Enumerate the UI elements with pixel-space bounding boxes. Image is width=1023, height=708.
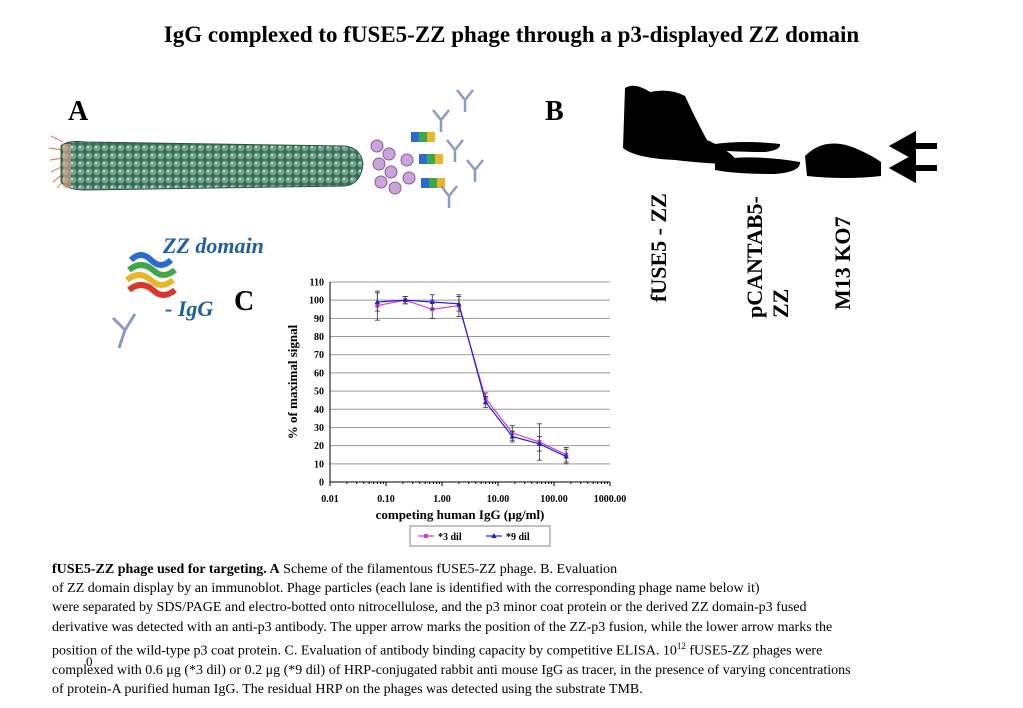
blot-lane-pcantab5-lower — [715, 157, 801, 174]
arrow-lower-icon — [888, 152, 937, 184]
x-axis-label: competing human IgG (μg/ml) — [376, 507, 545, 522]
igg-label: - IgG — [165, 296, 214, 321]
data-point — [402, 297, 408, 303]
x-tick-label: 100.00 — [540, 494, 568, 505]
y-tick-label: 30 — [314, 423, 324, 434]
data-point — [456, 300, 462, 306]
blot-lane-fuse5-zz — [623, 85, 735, 164]
elisa-chart: 0 10 20 30 40 50 60 70 80 90 100 110 0.01 0.10 1.00 10.… — [285, 278, 627, 547]
panel-label-a: A — [68, 96, 89, 127]
caption-line-1: fUSE5-ZZ phage used for targeting. A Sch… — [52, 562, 618, 577]
y-tick-label: 90 — [314, 314, 324, 325]
legend-marker — [424, 534, 428, 538]
x-tick-label: 1.00 — [433, 494, 451, 505]
x-tick-label: 10.00 — [487, 494, 510, 505]
y-tick-label: 10 — [314, 459, 324, 470]
zz-domain-structure-icon — [125, 252, 177, 298]
caption-line-7: of protein-A purified human IgG. The res… — [52, 681, 643, 697]
lane-label-m13ko7: M13 KO7 — [830, 216, 855, 311]
y-tick-label: 110 — [310, 278, 324, 289]
caption-line-5: position of the wild-type p3 coat protei… — [52, 640, 823, 659]
phage-body — [60, 141, 364, 191]
panel-label-c: C — [234, 286, 255, 317]
legend-marker — [491, 533, 497, 538]
legend-label: *9 dil — [506, 532, 530, 543]
igg-legend-icon — [111, 313, 137, 349]
data-point — [429, 299, 435, 304]
data-point — [482, 399, 489, 404]
arrow-upper-icon — [888, 130, 937, 162]
x-tick-label: 0.01 — [321, 494, 339, 505]
y-tick-label: 80 — [314, 332, 324, 343]
p3-proteins — [370, 139, 416, 195]
blot-lane-m13ko7 — [805, 143, 881, 178]
y-tick-label: 20 — [314, 441, 324, 452]
y-tick-label: 100 — [309, 296, 324, 307]
series-line — [377, 299, 567, 456]
y-tick-label: 70 — [314, 350, 324, 361]
y-tick-label: 0 — [319, 478, 324, 489]
caption-line-4: derivative was detected with an anti-p3 … — [52, 619, 833, 635]
blot-lane-pcantab5-upper — [715, 142, 781, 152]
stray-mark: 0 — [86, 654, 93, 669]
x-tick-label: 1000.00 — [594, 494, 627, 505]
phage-schematic — [48, 89, 484, 349]
igg-molecules — [432, 89, 484, 208]
y-axis-label: % of maximal signal — [285, 324, 300, 439]
data-point — [563, 453, 569, 459]
caption-line-2: of ZZ domain display by an immunoblot. P… — [52, 581, 760, 597]
figure-title: IgG complexed to fUSE5-ZZ phage through … — [163, 22, 860, 47]
zz-domain-label: ZZ domain — [163, 233, 264, 258]
legend-box — [409, 525, 551, 547]
y-tick-label: 60 — [314, 368, 324, 379]
lane-label-pcantab5-zz: pCANTAB5- ZZ — [742, 196, 793, 318]
x-tick-label: 0.10 — [377, 494, 395, 505]
y-tick-label: 40 — [314, 405, 324, 416]
data-point — [536, 440, 543, 446]
series-line — [377, 299, 567, 458]
data-point — [374, 299, 380, 304]
immunoblot — [623, 85, 937, 184]
legend-label: *3 dil — [438, 532, 462, 543]
data-point — [509, 433, 515, 439]
lane-label-fuse5-zz: fUSE5 - ZZ — [646, 193, 671, 302]
panel-label-b: B — [545, 96, 564, 127]
caption-bold-lead: fUSE5-ZZ phage used for targeting. A — [52, 562, 280, 577]
y-tick-label: 50 — [314, 387, 324, 398]
zz-domains — [411, 132, 445, 188]
figure-caption: fUSE5-ZZ phage used for targeting. A Sch… — [52, 560, 992, 699]
caption-line-3: were separated by SDS/PAGE and electro-b… — [52, 600, 807, 616]
caption-line-6: complexed with 0.6 μg (*3 dil) or 0.2 μg… — [52, 662, 851, 678]
